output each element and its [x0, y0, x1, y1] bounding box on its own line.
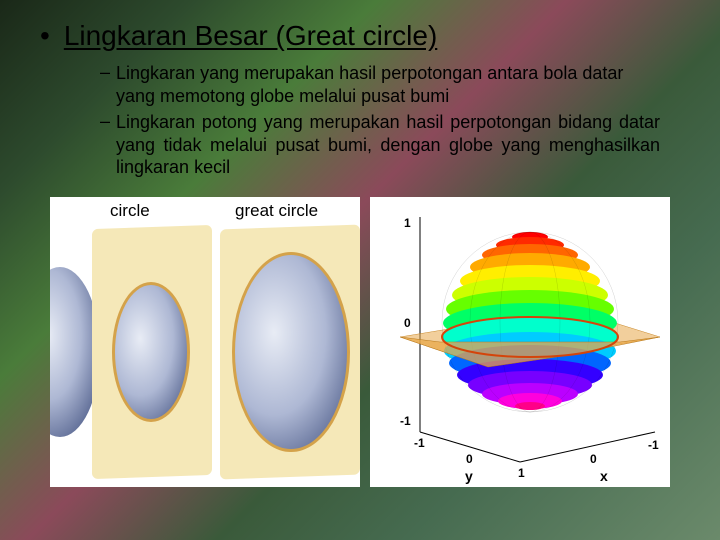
- figure-3d-sphere-plane: 1 0 -1: [370, 197, 670, 487]
- y-tick-neg1: -1: [414, 436, 425, 450]
- z-tick-pos1: 1: [404, 216, 411, 230]
- label-circle: circle: [110, 201, 150, 221]
- x-tick-zero: 0: [590, 452, 597, 466]
- dash-icon: –: [100, 111, 110, 179]
- label-great-circle: great circle: [235, 201, 318, 221]
- list-item: – Lingkaran potong yang merupakan hasil …: [100, 111, 660, 179]
- dash-icon: –: [100, 62, 110, 107]
- figure-circle-vs-great-circle: circle great circle: [50, 197, 360, 487]
- list-item: – Lingkaran yang merupakan hasil perpoto…: [100, 62, 660, 107]
- z-tick-zero: 0: [404, 316, 411, 330]
- x-axis: [520, 432, 655, 462]
- sphere-plot-svg: 1 0 -1: [370, 197, 670, 487]
- bullet-icon: •: [40, 22, 50, 50]
- sub-bullet-list: – Lingkaran yang merupakan hasil perpoto…: [100, 62, 660, 179]
- y-tick-zero: 0: [466, 452, 473, 466]
- slide-title: Lingkaran Besar (Great circle): [64, 20, 437, 52]
- x-tick-neg1: -1: [648, 438, 659, 452]
- small-circle-cross-section: [112, 282, 190, 422]
- slide: • Lingkaran Besar (Great circle) – Lingk…: [0, 0, 720, 540]
- figures-row: circle great circle 1 0 -1: [40, 197, 680, 487]
- great-circle-cross-section: [232, 252, 350, 452]
- x-axis-label: x: [600, 468, 608, 484]
- bullet-text-2: Lingkaran potong yang merupakan hasil pe…: [116, 111, 660, 179]
- title-row: • Lingkaran Besar (Great circle): [40, 20, 680, 52]
- bullet-text-1: Lingkaran yang merupakan hasil perpotong…: [116, 62, 660, 107]
- y-tick-pos1: 1: [518, 466, 525, 480]
- y-axis-label: y: [465, 468, 473, 484]
- z-tick-neg1: -1: [400, 414, 411, 428]
